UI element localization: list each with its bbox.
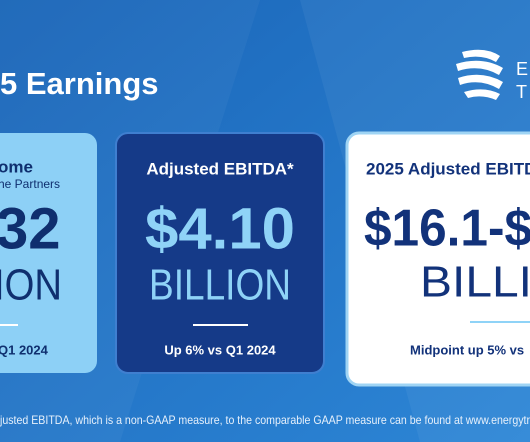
card-note: Midpoint up 5% vs — [410, 342, 524, 357]
logo: E T — [456, 49, 528, 102]
card-unit: BILLION — [149, 261, 291, 310]
logo-swoosh — [458, 74, 503, 89]
card-note: Up 6% vs Q1 2024 — [164, 342, 276, 357]
logo-swoosh — [462, 49, 500, 62]
card-subheading: he Partners — [0, 177, 60, 191]
footnote: justed EBITDA, which is a non-GAAP measu… — [0, 413, 530, 427]
logo-swoosh — [456, 60, 503, 75]
card-note: Q1 2024 — [0, 342, 49, 357]
logo-swoosh — [464, 89, 500, 100]
card — [115, 132, 325, 374]
card-unit: ION — [0, 261, 62, 310]
card-figure: 32 — [0, 196, 61, 261]
card-figure: $16.1-$ — [364, 200, 530, 258]
card-heading: ome — [0, 157, 33, 176]
logo-text: T — [516, 82, 527, 102]
card — [0, 133, 97, 373]
card-figure: $4.10 — [145, 196, 295, 261]
card-heading: Adjusted EBITDA* — [146, 159, 294, 178]
card-heading: 2025 Adjusted EBITD — [366, 159, 530, 178]
title: 5 Earnings — [0, 66, 159, 101]
card-unit: BILLI — [420, 258, 530, 307]
logo-text: E — [516, 59, 528, 79]
